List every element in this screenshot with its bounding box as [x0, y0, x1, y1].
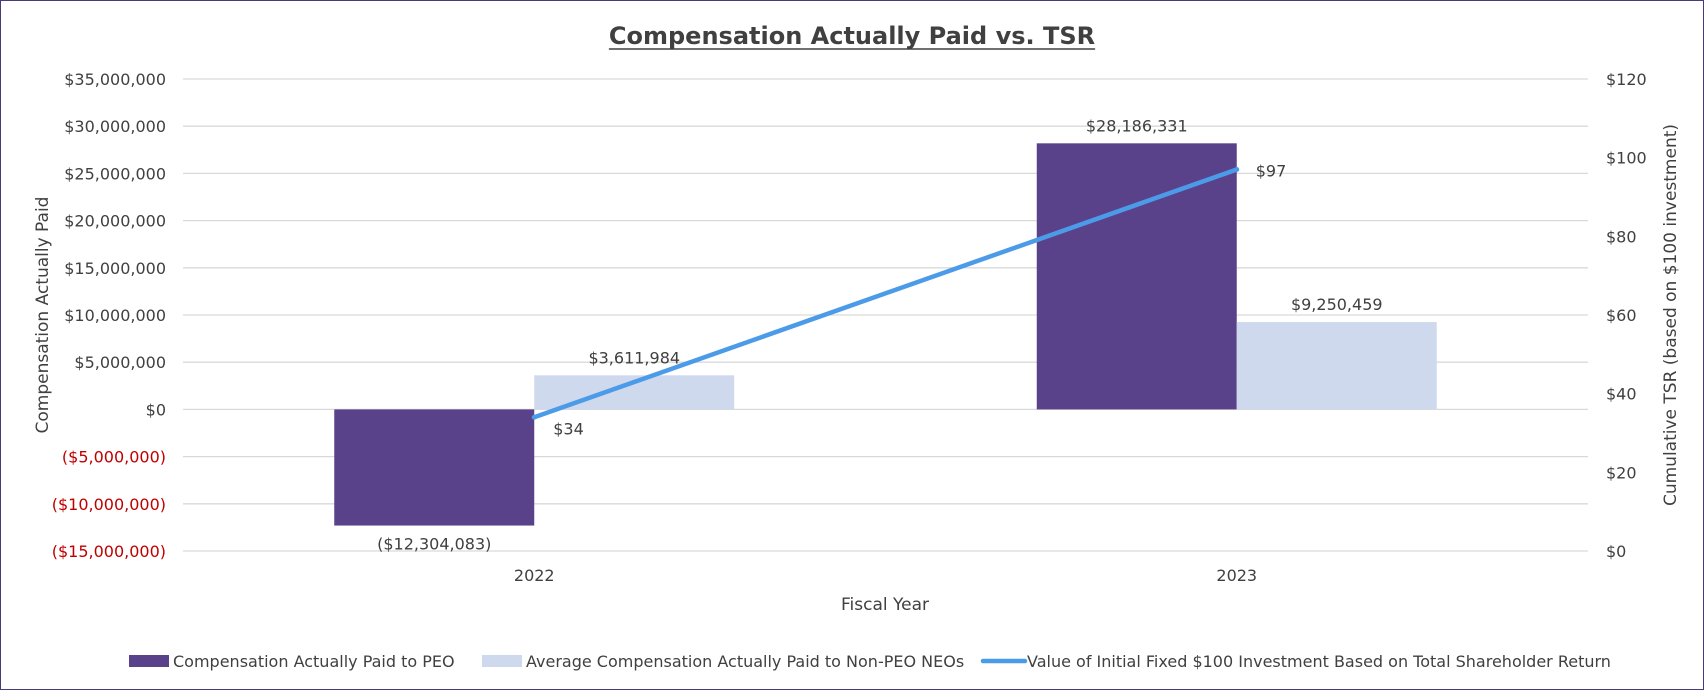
bars — [334, 143, 1437, 526]
y-axis-right-ticks: $120 $100 $80 $60 $40 $20 $0 — [1606, 70, 1647, 561]
y-tick-label-left: $5,000,000 — [74, 353, 166, 372]
y-tick-label-left: ($5,000,000) — [62, 448, 166, 467]
y-tick-label-left: $20,000,000 — [64, 212, 166, 231]
y-tick-label-left: $35,000,000 — [64, 70, 166, 89]
y-tick-label-left: $15,000,000 — [64, 259, 166, 278]
bar — [334, 409, 535, 526]
y-tick-label-left: $25,000,000 — [64, 164, 166, 183]
legend-label: Compensation Actually Paid to PEO — [173, 652, 455, 671]
bar — [1036, 143, 1237, 410]
x-axis-title: Fiscal Year — [841, 595, 929, 615]
bar-data-label: $9,250,459 — [1291, 295, 1383, 314]
y-axis-left-ticks: $35,000,000 $30,000,000 $25,000,000 $20,000… — [52, 70, 166, 561]
y-axis-right-title: Cumulative TSR (based on $100 investment… — [1661, 124, 1681, 506]
y-tick-label-right: $40 — [1606, 385, 1637, 404]
y-tick-label-right: $0 — [1606, 542, 1626, 561]
y-tick-label-right: $120 — [1606, 70, 1647, 89]
tsr-line-group — [531, 166, 1240, 420]
legend-label: Average Compensation Actually Paid to No… — [526, 652, 964, 671]
y-tick-label-right: $20 — [1606, 463, 1637, 482]
tsr-data-label: $34 — [553, 419, 584, 438]
tsr-data-label: $97 — [1256, 161, 1287, 180]
legend-swatch — [129, 655, 169, 667]
x-axis-ticks: 2022 2023 — [514, 566, 1257, 585]
tsr-line — [532, 167, 1239, 420]
y-tick-label-left: $0 — [146, 400, 166, 419]
bar-data-label: $28,186,331 — [1086, 116, 1188, 135]
legend: Compensation Actually Paid to PEO Average… — [129, 652, 1611, 671]
legend-swatch — [482, 655, 522, 667]
y-tick-label-left: ($15,000,000) — [52, 542, 166, 561]
y-tick-label-right: $100 — [1606, 149, 1647, 168]
chart-title: Compensation Actually Paid vs. TSR — [609, 22, 1095, 50]
bar-data-label: ($12,304,083) — [377, 535, 491, 554]
x-tick-label: 2023 — [1216, 566, 1257, 585]
x-tick-label: 2022 — [514, 566, 555, 585]
legend-label: Value of Initial Fixed $100 Investment B… — [1027, 652, 1611, 671]
y-tick-label-right: $80 — [1606, 227, 1637, 246]
y-axis-left-title: Compensation Actually Paid — [33, 197, 53, 434]
bar-data-label: $3,611,984 — [588, 348, 680, 367]
data-labels: ($12,304,083) $28,186,331 $3,611,984 $9,250… — [377, 116, 1382, 553]
tsr-point — [1234, 166, 1240, 172]
y-tick-label-left: $30,000,000 — [64, 117, 166, 136]
y-tick-label-left: ($10,000,000) — [52, 495, 166, 514]
bar — [1236, 322, 1437, 410]
tsr-point — [531, 414, 537, 420]
y-tick-label-right: $60 — [1606, 306, 1637, 325]
y-tick-label-left: $10,000,000 — [64, 306, 166, 325]
